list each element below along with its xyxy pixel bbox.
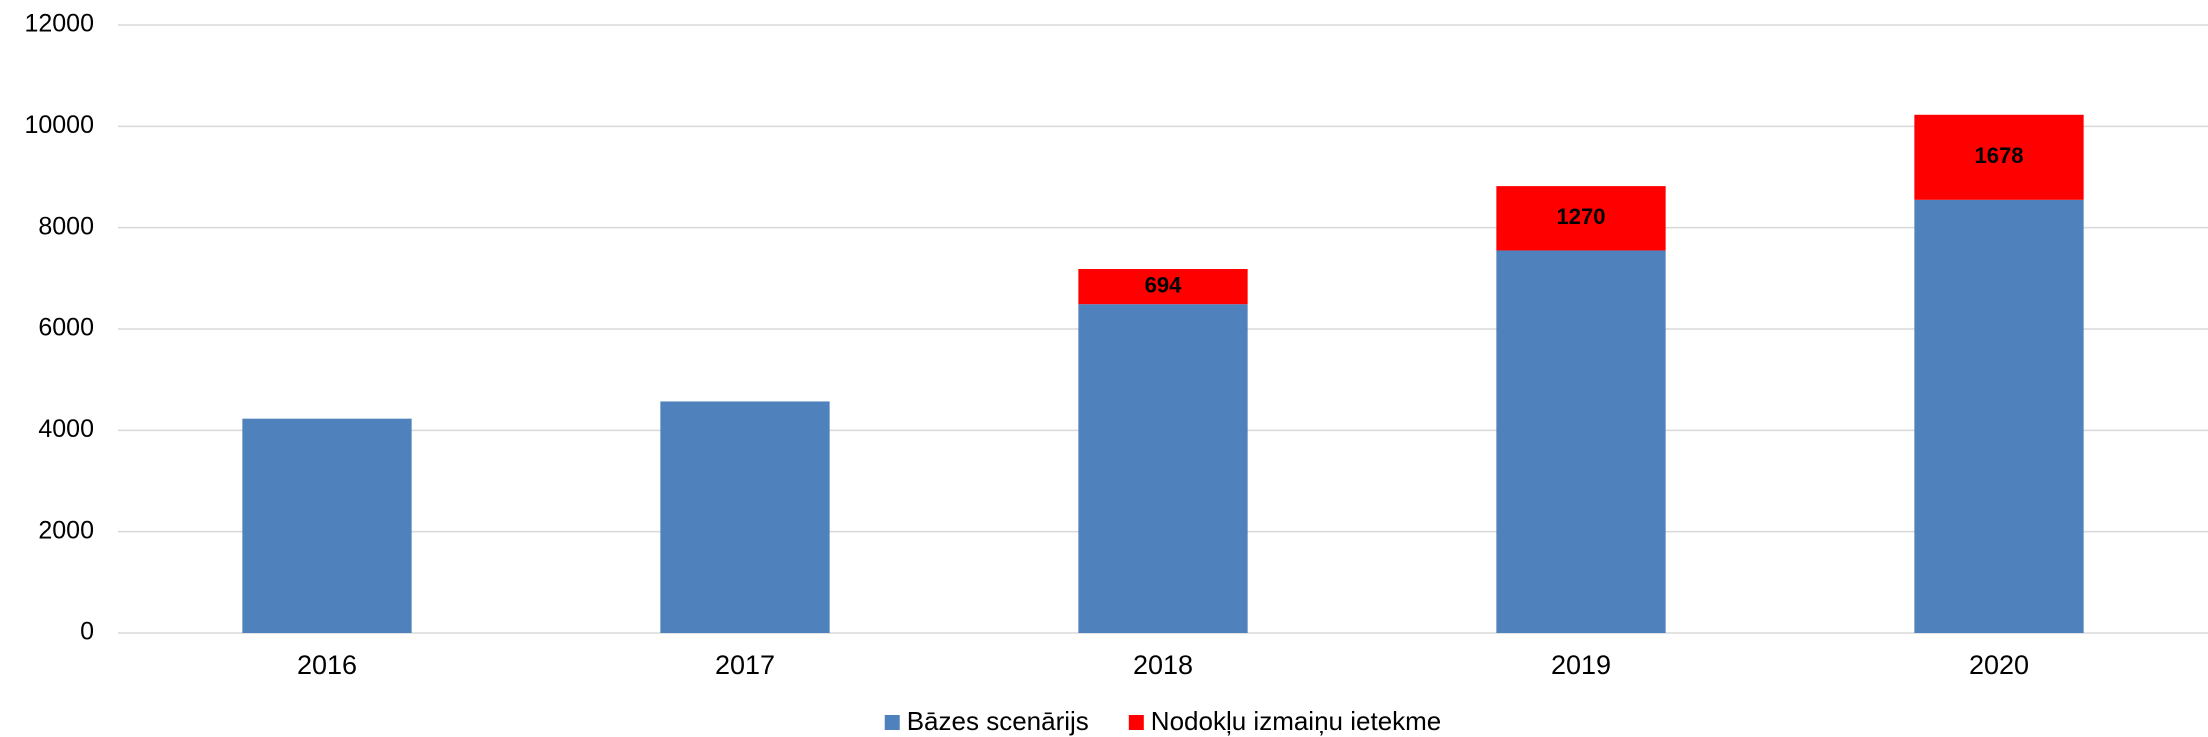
data-label: 1270 (1557, 204, 1606, 229)
x-tick-label: 2017 (715, 650, 775, 680)
bar-segment (1496, 186, 1666, 251)
legend-label: Bāzes scenārijs (907, 706, 1089, 736)
y-tick-label: 12000 (24, 10, 94, 38)
x-tick-label: 2019 (1551, 650, 1611, 680)
legend-label: Nodokļu izmaiņu ietekme (1151, 706, 1441, 736)
legend-swatch (884, 715, 900, 730)
y-tick-label: 8000 (38, 212, 94, 240)
y-tick-label: 10000 (24, 111, 94, 139)
y-tick-label: 0 (80, 618, 94, 646)
bar-segment (1496, 250, 1666, 633)
x-tick-label: 2018 (1133, 650, 1193, 680)
y-tick-label: 2000 (38, 516, 94, 544)
bar-segment (1914, 114, 2084, 200)
bar-segment (1078, 269, 1248, 305)
bar-segment (1078, 304, 1248, 633)
data-label: 1678 (1975, 143, 2024, 168)
bar-segment (1914, 199, 2084, 634)
bar-segment (660, 401, 830, 633)
legend-swatch (1128, 715, 1144, 730)
y-tick-label: 4000 (38, 415, 94, 443)
bar-segment (242, 418, 412, 633)
x-tick-label: 2020 (1969, 650, 2029, 680)
x-tick-label: 2016 (297, 650, 357, 680)
data-label: 694 (1145, 272, 1182, 297)
y-tick-label: 6000 (38, 314, 94, 342)
